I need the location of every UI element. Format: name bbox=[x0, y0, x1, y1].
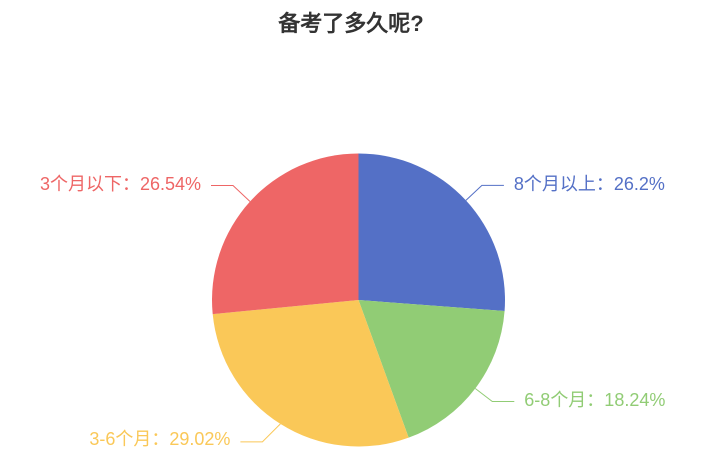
svg-text:3-6个月：29.02%: 3-6个月：29.02% bbox=[89, 429, 230, 449]
svg-text:6-8个月：18.24%: 6-8个月：18.24% bbox=[524, 390, 665, 410]
svg-text:3个月以下：26.54%: 3个月以下：26.54% bbox=[40, 174, 201, 194]
svg-text:8个月以上：26.2%: 8个月以上：26.2% bbox=[514, 174, 665, 194]
